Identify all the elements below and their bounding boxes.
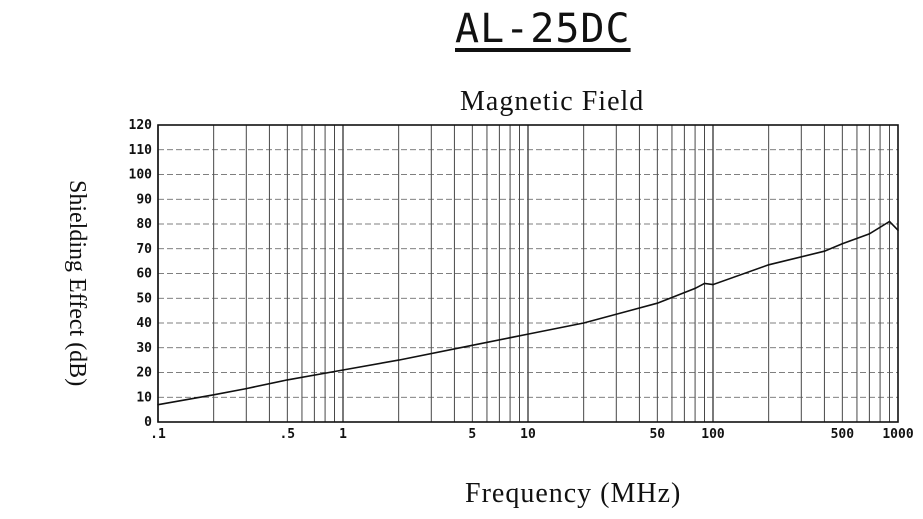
y-tick-label: 60 bbox=[136, 267, 152, 282]
data-point bbox=[841, 243, 844, 245]
data-point bbox=[157, 403, 159, 406]
y-tick-label: 40 bbox=[136, 316, 152, 331]
y-tick-label: 0 bbox=[144, 415, 152, 430]
data-point bbox=[212, 393, 215, 396]
x-tick-label: 50 bbox=[649, 427, 665, 442]
x-tick-label: .5 bbox=[279, 427, 295, 442]
chart-title: AL-25DC bbox=[455, 6, 631, 52]
y-tick-label: 70 bbox=[136, 242, 152, 257]
y-tick-label: 100 bbox=[129, 168, 153, 183]
x-axis-label: Frequency (MHz) bbox=[465, 478, 682, 509]
x-tick-label: 10 bbox=[520, 427, 536, 442]
data-point bbox=[823, 250, 826, 253]
data-point bbox=[897, 229, 899, 231]
chart-subtitle: Magnetic Field bbox=[460, 86, 645, 117]
data-point bbox=[582, 322, 585, 324]
data-point bbox=[888, 220, 891, 223]
x-tick-label: .1 bbox=[150, 427, 166, 442]
data-point bbox=[703, 282, 706, 285]
data-point bbox=[694, 287, 696, 290]
data-point bbox=[527, 333, 529, 335]
y-tick-label: 50 bbox=[136, 291, 152, 306]
x-tick-label: 1 bbox=[339, 427, 347, 442]
y-tick-label: 10 bbox=[136, 390, 152, 405]
x-tick-label: 500 bbox=[831, 427, 855, 442]
y-tick-label: 20 bbox=[136, 366, 152, 381]
data-point bbox=[397, 359, 400, 361]
data-point bbox=[767, 264, 770, 266]
y-tick-label: 110 bbox=[129, 143, 153, 158]
plot-frame bbox=[157, 124, 899, 423]
y-tick-label: 30 bbox=[136, 341, 152, 356]
data-point bbox=[245, 387, 248, 390]
data-point bbox=[471, 344, 474, 347]
data-point bbox=[868, 233, 871, 235]
data-point bbox=[342, 369, 344, 371]
data-point bbox=[656, 302, 659, 305]
x-tick-label: 5 bbox=[468, 427, 476, 442]
data-point bbox=[712, 283, 714, 286]
y-tick-label: 80 bbox=[136, 217, 152, 232]
x-tick-label: 100 bbox=[701, 427, 725, 442]
data-point bbox=[286, 379, 289, 381]
y-tick-label: 90 bbox=[136, 192, 152, 207]
y-tick-label: 120 bbox=[129, 118, 153, 133]
x-tick-label: 1000 bbox=[882, 427, 913, 442]
